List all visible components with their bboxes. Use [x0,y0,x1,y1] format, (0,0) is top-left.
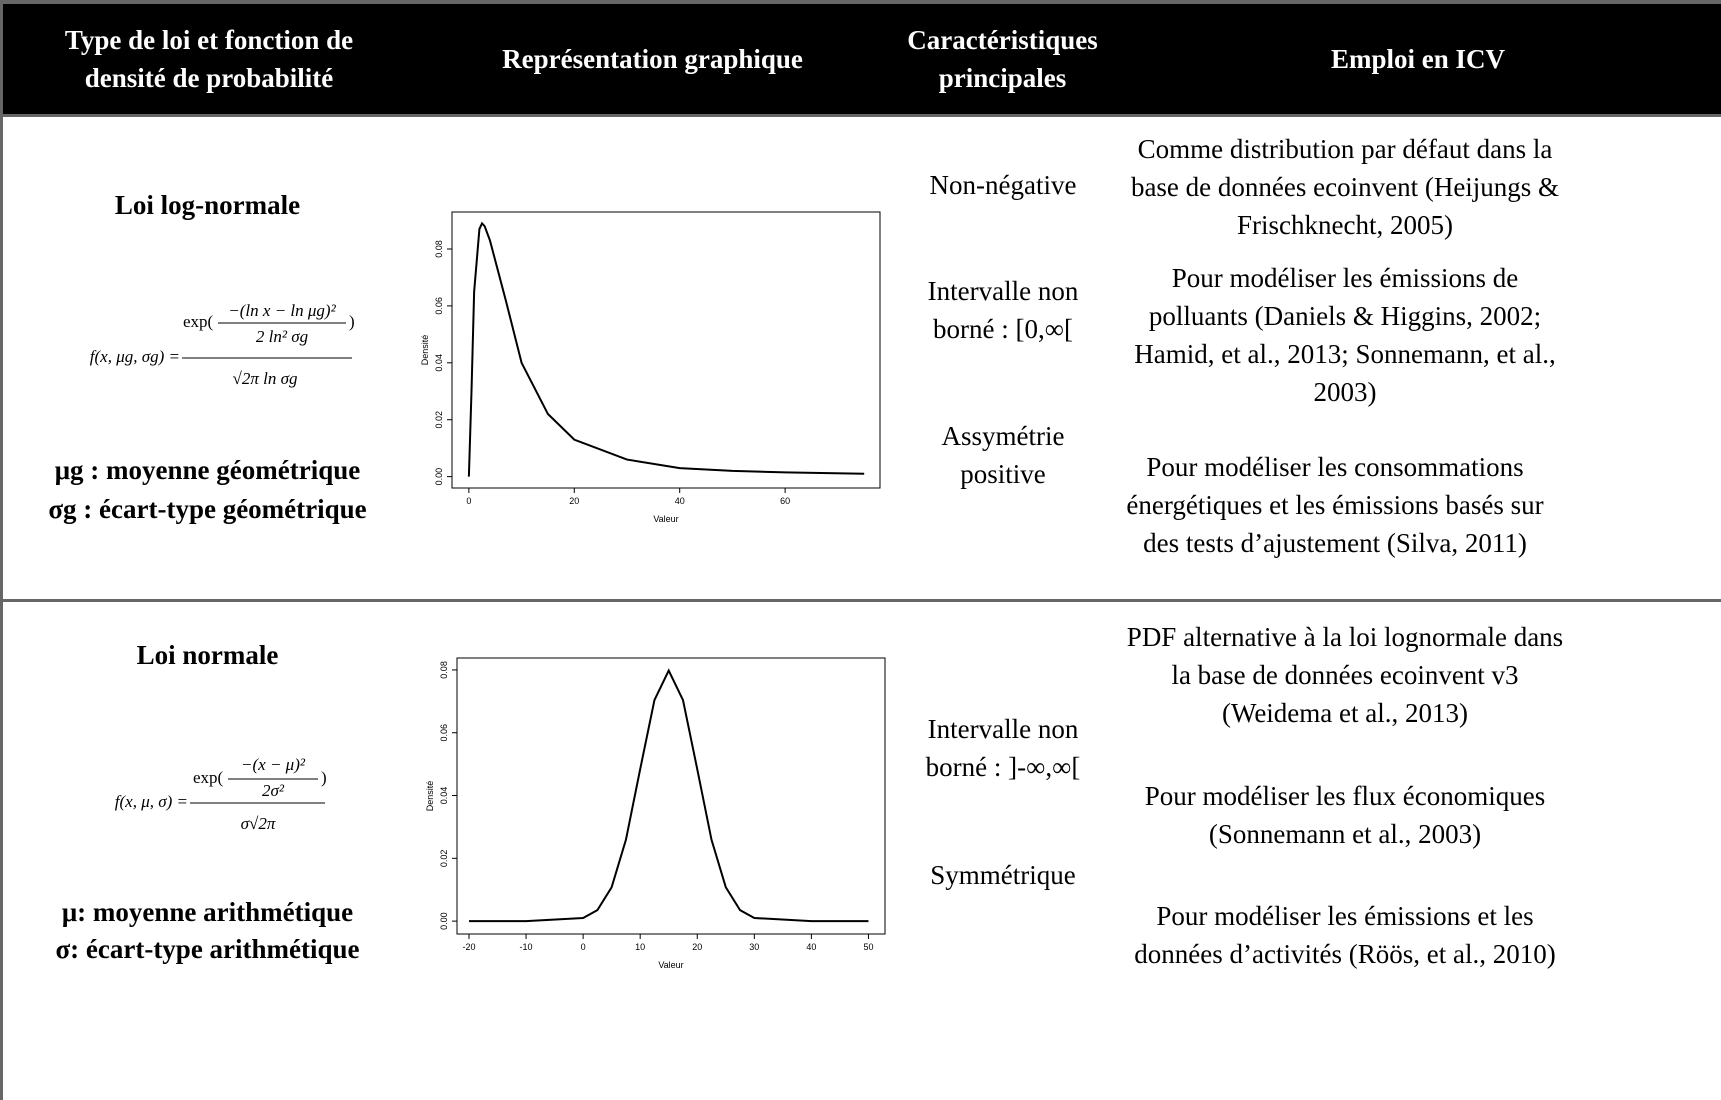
header-cell: Type de loi et fonction de densité de pr… [3,4,415,114]
header-cell: Caractéristiques principales [890,4,1115,114]
plot-box [456,657,886,935]
use: Pour modéliser les émissions et les donn… [1134,901,1556,969]
x-tick-label: 0 [581,942,586,952]
header-cell: Emploi en ICV [1115,4,1721,114]
x-tick-label: 40 [806,942,816,952]
x-tick-label: 0 [466,496,471,506]
plot-box [451,211,881,489]
x-tick-label: -20 [462,942,475,952]
formula-num-den: 2σ² [262,781,285,800]
formula-suffix: ) [349,312,355,331]
x-tick-label: 40 [675,496,685,506]
characteristic: Intervalle non borné : ]-∞,∞[ [925,714,1081,782]
density-curve [467,221,865,477]
law-name: Loi normale [136,640,279,670]
x-tick-label: 20 [692,942,702,952]
x-tick-label: 30 [749,942,759,952]
use: Pour modéliser les consommations énergét… [1126,452,1544,558]
y-tick-label: 0.02 [439,850,449,868]
y-tick-label: 0.08 [439,661,449,679]
chart: -20 -10 0 10 20 30 40 50 0.00 0.02 0.04 0.06 0.08 Val… [425,657,886,970]
row-separator [0,114,1721,117]
formula-suffix: ) [321,768,327,787]
y-axis-label: Densité [420,335,430,366]
x-tick-label: 60 [780,496,790,506]
formula-num: −(ln x − ln μg)² [228,301,336,320]
y-tick-label: 0.06 [434,297,444,315]
density-curve [468,668,869,923]
formula-den: σ√2π [241,814,276,833]
characteristic: Intervalle non borné : [0,∞[ [927,276,1079,344]
x-axis-label: Valeur [653,514,678,524]
x-tick-label: 10 [635,942,645,952]
law-name: Loi log-normale [114,190,301,220]
use: Comme distribution par défaut dans la ba… [1130,134,1560,240]
use: Pour modéliser les émissions de polluant… [1134,263,1556,407]
formula-lhs: f(x, μ, σ) = [115,792,188,811]
y-tick-label: 0.06 [439,724,449,742]
left-border [0,0,3,1100]
characteristic: Symmétrique [930,860,1076,890]
y-tick-label: 0.04 [434,354,444,372]
formula: f(x, μ, σ) = exp( −(x − μ)² 2σ²) σ√2π [115,755,327,833]
row-separator [0,599,1721,602]
top-border [0,0,1721,4]
x-tick-label: -10 [520,942,533,952]
param: μ: moyenne arithmétique [61,897,354,927]
x-tick-label: 20 [569,496,579,506]
use: PDF alternative à la loi lognormale dans… [1126,622,1564,728]
characteristic: Assymétrie positive [941,421,1065,489]
characteristic: Non-négative [929,170,1077,200]
y-axis-label: Densité [425,781,435,812]
header-text: Caractéristiques principales [907,25,1098,93]
y-tick-label: 0.04 [439,787,449,805]
formula-prefix: exp( [183,312,214,331]
param: σg : écart-type géométrique [48,494,367,524]
formula: f(x, μg, σg) =exp( −(ln x − ln μg)² 2 ln² … [90,301,355,388]
x-axis-label: Valeur [658,960,683,970]
y-tick-label: 0.00 [439,912,449,930]
formula-num: −(x − μ)² [241,755,306,774]
formula-lhs: f(x, μg, σg) = [90,347,180,366]
y-tick-label: 0.02 [434,411,444,429]
header-text: Type de loi et fonction de densité de pr… [64,25,354,93]
x-tick-label: 50 [863,942,873,952]
formula-prefix: exp( [193,768,224,787]
header-text: Emploi en ICV [1330,44,1506,74]
chart: 0 20 40 60 0.00 0.02 0.04 0.06 0.08 Valeur Densité [420,211,881,524]
formula-den: √2π ln σg [233,369,298,388]
param: σ: écart-type arithmétique [55,934,360,964]
formula-num-den: 2 ln² σg [256,327,308,346]
header-cell: Représentation graphique [415,4,890,114]
header-text: Représentation graphique [502,44,803,74]
y-tick-label: 0.08 [434,240,444,258]
use: Pour modéliser les flux économiques (Son… [1144,781,1546,849]
y-tick-label: 0.00 [434,468,444,486]
param: μg : moyenne géométrique [54,455,361,485]
